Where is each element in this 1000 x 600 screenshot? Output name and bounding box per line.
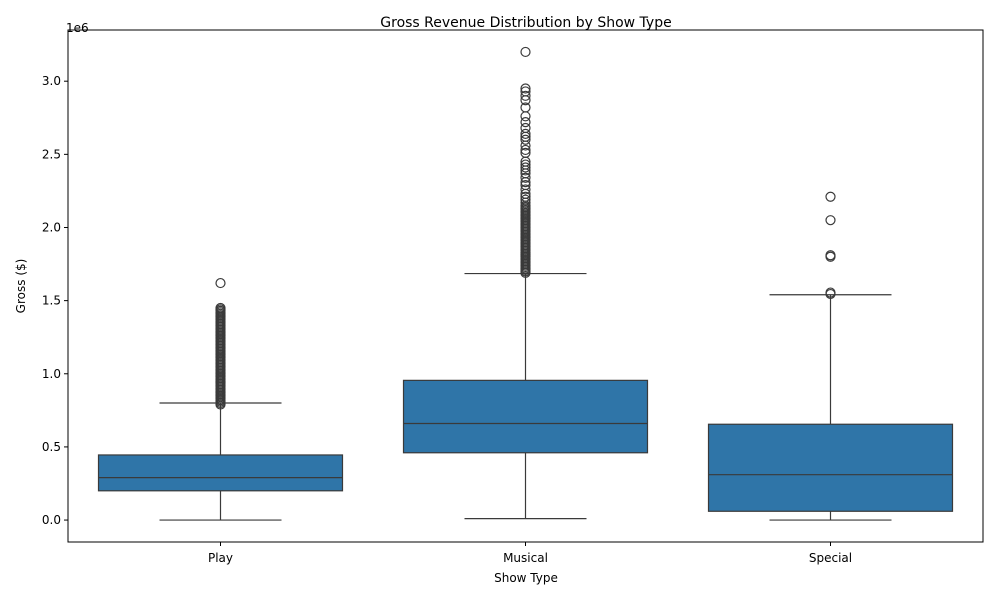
x-tick-label: Special [809,551,852,565]
y-tick-label: 1.5 [42,294,61,308]
outlier-point [215,277,226,289]
outlier-point [520,128,531,139]
outlier-point [520,86,531,97]
outlier-point [520,46,531,58]
outlier-point [520,191,531,202]
outlier-point [520,117,531,128]
y-axis-offset-label: 1e6 [66,21,89,35]
box-play [97,454,344,492]
outlier-point [520,134,531,145]
outlier-point [520,122,531,134]
outlier-point [520,147,531,158]
outlier-point [825,287,836,298]
outlier-point [520,90,531,101]
y-tick-label: 2.5 [42,147,61,161]
outlier-point [520,102,531,113]
y-tick-label: 2.0 [42,220,61,234]
x-tick-label: Play [208,551,233,565]
outlier-point [825,215,836,226]
plot-frame [67,29,984,543]
y-tick-label: 3.0 [42,74,61,88]
outlier-point [520,184,531,195]
y-tick-label: 0.5 [42,440,61,454]
y-tick-label: 1.0 [42,367,61,381]
x-tick-label: Musical [503,551,548,565]
outlier-point [520,162,531,173]
outlier-point [520,144,531,156]
plot-area: 0.0 0.5 1.0 1.5 2.0 2.5 3.0 Play Musical Special [42,46,954,565]
outlier-point [520,159,531,170]
y-tick-label: 0.0 [42,513,61,527]
outlier-point [520,83,531,94]
outlier-point [520,111,531,122]
box-special [707,423,954,512]
outlier-point [825,250,836,261]
outlier-point [520,172,531,183]
chart-title: Gross Revenue Distribution by Show Type [380,15,671,31]
y-axis-label: Gross ($) [14,259,28,314]
outlier-point [520,194,531,205]
outlier-point [215,302,226,314]
outlier-point [520,179,531,191]
outlier-point [825,191,836,202]
x-axis-label: Show Type [494,571,558,585]
box-musical [402,379,649,454]
